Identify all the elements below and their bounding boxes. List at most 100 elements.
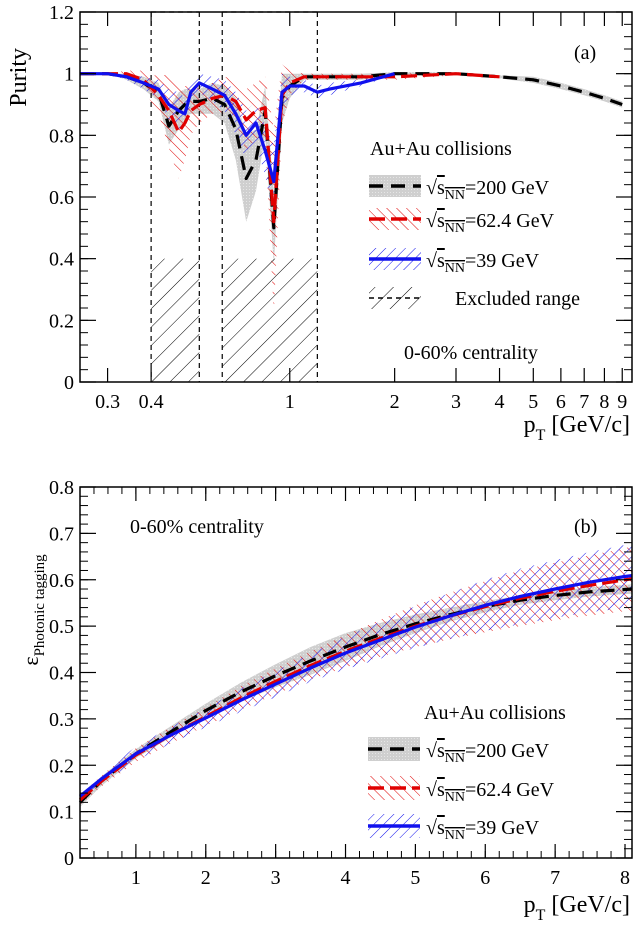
s-main: s: [437, 210, 445, 232]
panel-b-legend: √sNN=200 GeV √sNN=62.4 GeV √sNN=39 GeV: [368, 737, 555, 843]
excluded-range-hatch-1: [222, 258, 318, 382]
panel-b-ylabel-sub: Photonic tagging: [32, 554, 48, 657]
series-line-1: [80, 72, 500, 224]
x-tick-label-6: 5: [528, 391, 538, 413]
sqrt-symbol: √: [426, 817, 437, 839]
x-tick-label-6: 7: [550, 867, 560, 889]
sqrt-symbol: √: [426, 779, 437, 801]
legend-62-label: =62.4 GeV: [465, 779, 555, 801]
sqrt-symbol: √: [426, 210, 437, 232]
x-tick-label-1: 0.4: [139, 391, 164, 413]
x-tick-label-4: 3: [451, 391, 461, 413]
panel-b: εPhotonic tagging 1 2 3 4 5 6 7 8 0 0.1 0.2 0.3 0.4 0…: [18, 477, 633, 924]
s-main: s: [437, 177, 445, 199]
panel-b-frame: [79, 486, 633, 859]
y-tick-label-8: 0.8: [49, 477, 74, 499]
s-sub: NN: [445, 790, 465, 805]
svg-text:√sNN=62.4 GeV: √sNN=62.4 GeV: [426, 779, 555, 805]
panel-a-ticks: 0.3 0.4 1 2 3 4 5 6 7 8 9 0 0.2 0.4 0.6 0.8 1 1.2: [49, 2, 632, 413]
y-tick-label-2: 0.4: [49, 249, 74, 271]
panel-b-collision-label: Au+Au collisions: [424, 702, 566, 724]
series-line-1: [78, 577, 633, 802]
sqrt-symbol: √: [426, 250, 437, 272]
svg-text:√sNN=200 GeV: √sNN=200 GeV: [426, 740, 550, 766]
panel-a-ylabel: Purity: [6, 48, 32, 107]
y-tick-label-0: 0: [64, 372, 74, 394]
svg-text:√sNN=39 GeV: √sNN=39 GeV: [426, 817, 540, 843]
s-sub: NN: [445, 261, 465, 276]
legend-39-label: =39 GeV: [465, 817, 540, 839]
x-tick-label-7: 6: [556, 391, 566, 413]
panel-b-xlabel-unit: [GeV/c]: [545, 892, 630, 918]
series-line-0: [78, 587, 633, 804]
s-sub: NN: [445, 221, 465, 236]
legend-entry-excluded: Excluded range: [369, 287, 580, 310]
panel-b-ticks: 1 2 3 4 5 6 7 8 0 0.1 0.2 0.3 0.4 0.5 0.6 0.7 0.8: [49, 477, 632, 889]
panel-a-excluded-ranges: [150, 11, 318, 382]
x-tick-label-2: 3: [271, 867, 281, 889]
panel-a-legend: √sNN=200 GeV √sNN=62.4 GeV √sNN=39 GeV E…: [369, 175, 580, 310]
s-sub: NN: [445, 828, 465, 843]
s-sub: NN: [445, 751, 465, 766]
legend-62-label: =62.4 GeV: [465, 210, 555, 232]
error-band-2: [80, 543, 632, 801]
y-tick-label-1: 0.2: [49, 310, 74, 332]
panel-a-label: (a): [574, 42, 596, 64]
y-tick-label-4: 0.4: [49, 663, 74, 685]
panel-b-xlabel: pT [GeV/c]: [524, 892, 630, 924]
s-main: s: [437, 779, 445, 801]
panel-b-xlabel-sub: T: [536, 907, 546, 924]
x-tick-label-5: 6: [480, 867, 490, 889]
panel-a-series-lines: [80, 72, 623, 230]
panel-b-xlabel-main: p: [524, 892, 536, 918]
y-tick-label-6: 1.2: [49, 2, 74, 24]
panel-a-xlabel: pT [GeV/c]: [524, 412, 630, 444]
panel-b-centrality-label: 0-60% centrality: [130, 516, 264, 538]
x-tick-label-7: 8: [620, 867, 630, 889]
svg-text:√sNN=62.4 GeV: √sNN=62.4 GeV: [426, 210, 555, 236]
x-tick-label-0: 1: [131, 867, 141, 889]
y-tick-label-3: 0.6: [49, 187, 74, 209]
y-tick-label-1: 0.1: [49, 802, 74, 824]
legend-200-label: =200 GeV: [465, 740, 550, 762]
legend-entry-39gev: √sNN=39 GeV: [368, 814, 540, 843]
y-tick-label-5: 0.5: [49, 616, 74, 638]
panel-a-collision-label: Au+Au collisions: [370, 138, 512, 160]
y-tick-label-2: 0.2: [49, 755, 74, 777]
s-sub: NN: [445, 188, 465, 203]
y-tick-label-0: 0: [64, 848, 74, 870]
panel-a: Purity 0.3 0.4 1 2 3 4 5 6 7 8 900.20.40.60.811.2 …: [6, 2, 633, 444]
legend-entry-62gev: √sNN=62.4 GeV: [368, 776, 555, 805]
legend-entry-200gev: √sNN=200 GeV: [369, 175, 550, 203]
legend-entry-62gev: √sNN=62.4 GeV: [369, 208, 555, 236]
x-tick-label-2: 1: [285, 391, 295, 413]
panel-b-ylabel-main: ε: [18, 656, 43, 665]
panel-b-bands: [80, 543, 632, 807]
sqrt-symbol: √: [426, 740, 437, 762]
y-tick-label-4: 0.8: [49, 125, 74, 147]
excluded-range-hatch-0: [151, 258, 200, 382]
legend-39-label: =39 GeV: [465, 250, 540, 272]
panel-a-xlabel-unit: [GeV/c]: [545, 412, 630, 438]
x-tick-label-10: 9: [617, 391, 627, 413]
s-main: s: [437, 250, 445, 272]
legend-excluded-label: Excluded range: [455, 288, 580, 310]
panel-b-ylabel: εPhotonic tagging: [18, 554, 48, 666]
panel-a-xlabel-sub: T: [536, 427, 546, 444]
x-tick-label-1: 2: [201, 867, 211, 889]
panel-b-series-lines: [78, 574, 633, 804]
y-tick-label-6: 0.6: [49, 570, 74, 592]
panel-a-xlabel-main: p: [524, 412, 536, 438]
x-tick-label-5: 4: [495, 391, 505, 413]
y-tick-label-3: 0.3: [49, 709, 74, 731]
series-line-2: [78, 574, 633, 798]
sqrt-symbol: √: [426, 177, 437, 199]
x-tick-label-9: 8: [599, 391, 609, 413]
x-tick-label-3: 4: [341, 867, 351, 889]
s-main: s: [437, 740, 445, 762]
panel-b-label: (b): [574, 516, 597, 538]
y-tick-label-7: 0.7: [49, 523, 74, 545]
s-main: s: [437, 817, 445, 839]
svg-text:√sNN=200 GeV: √sNN=200 GeV: [426, 177, 550, 203]
